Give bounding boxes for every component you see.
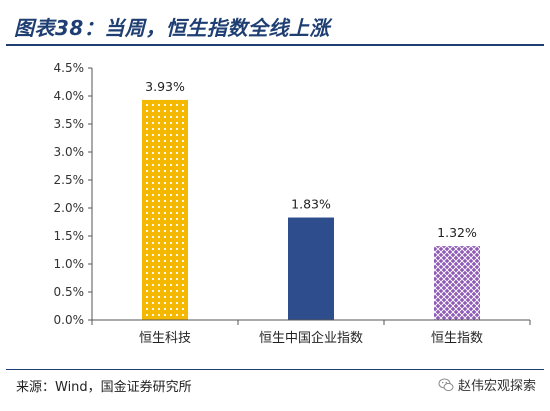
- x-tick-label: 恒生科技: [139, 331, 191, 346]
- y-tick-label: 0.5%: [54, 285, 85, 299]
- y-tick-label: 0.0%: [54, 313, 85, 327]
- y-tick-label: 3.5%: [54, 117, 85, 131]
- chart-area: 0.0% 0.5% 1.0% 1.5% 2.0% 2.5% 3.0% 3.5% 4.0% 4.5%…: [0, 48, 550, 368]
- bar-value-label: 3.93%: [145, 79, 185, 94]
- bar-value-label: 1.83%: [291, 197, 331, 212]
- watermark: 赵伟宏观探索: [438, 375, 536, 394]
- chart-title: 图表38：当周，恒生指数全线上涨: [14, 16, 330, 40]
- y-axis: 0.0% 0.5% 1.0% 1.5% 2.0% 2.5% 3.0% 3.5% 4.0% 4.5%: [54, 61, 93, 327]
- y-tick-label: 4.0%: [54, 89, 85, 103]
- y-tick-label: 1.0%: [54, 257, 85, 271]
- y-tick-label: 3.0%: [54, 145, 85, 159]
- y-tick-label: 2.0%: [54, 201, 85, 215]
- x-axis: 恒生科技 恒生中国企业指数 恒生指数: [91, 319, 531, 346]
- title-bar: 图表38：当周，恒生指数全线上涨: [6, 6, 544, 46]
- source-bar: 来源：Wind，国金证券研究所 赵伟宏观探索: [6, 369, 544, 405]
- bar-chart: 0.0% 0.5% 1.0% 1.5% 2.0% 2.5% 3.0% 3.5% 4.0% 4.5%…: [54, 61, 531, 346]
- bar: [142, 99, 188, 320]
- y-tick-label: 1.5%: [54, 229, 85, 243]
- bar: [434, 246, 480, 320]
- bar-value-label: 1.32%: [437, 225, 477, 240]
- bar: [288, 217, 334, 320]
- watermark-text: 赵伟宏观探索: [457, 379, 536, 394]
- y-tick-label: 4.5%: [54, 61, 85, 75]
- bars-group: 3.93% 1.83% 1.32%: [142, 79, 480, 320]
- source-note: 来源：Wind，国金证券研究所: [16, 380, 192, 395]
- x-tick-label: 恒生中国企业指数: [259, 330, 363, 346]
- x-tick-label: 恒生指数: [431, 331, 483, 346]
- y-tick-label: 2.5%: [54, 173, 85, 187]
- wechat-icon: [438, 378, 454, 391]
